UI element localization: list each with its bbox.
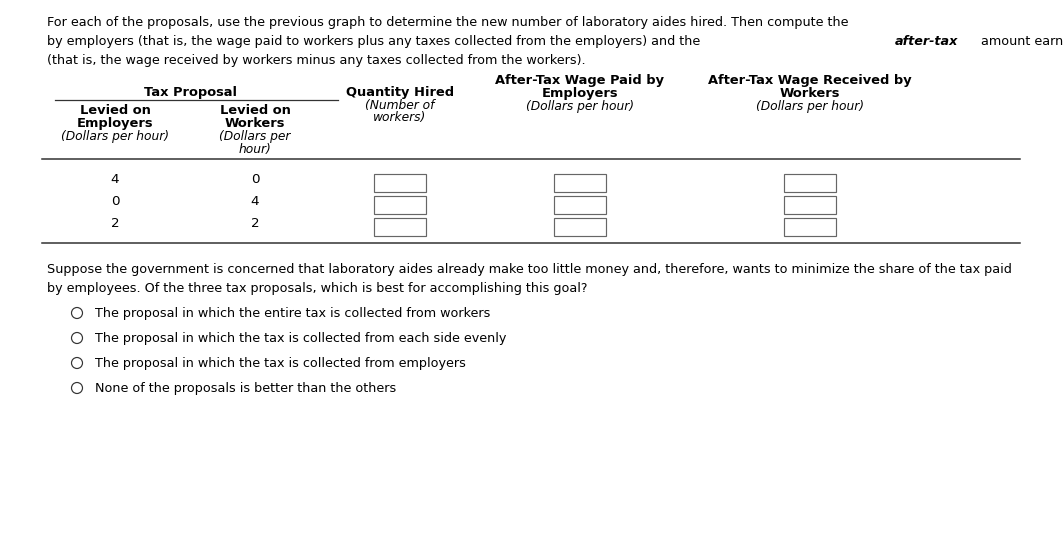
Text: Tax Proposal: Tax Proposal <box>144 86 236 99</box>
Text: Levied on: Levied on <box>220 104 290 117</box>
Text: 0: 0 <box>251 173 259 186</box>
Text: After-Tax Wage Received by: After-Tax Wage Received by <box>708 74 912 87</box>
Bar <box>554 218 606 236</box>
Bar <box>784 196 836 214</box>
Text: Employers: Employers <box>77 117 153 130</box>
Text: Suppose the government is concerned that laboratory aides already make too littl: Suppose the government is concerned that… <box>47 263 1012 276</box>
Text: 4: 4 <box>111 173 119 186</box>
Text: by employees. Of the three tax proposals, which is best for accomplishing this g: by employees. Of the three tax proposals… <box>47 282 588 295</box>
Text: The proposal in which the tax is collected from employers: The proposal in which the tax is collect… <box>95 357 466 370</box>
Text: Employers: Employers <box>542 87 619 100</box>
Text: After-Tax Wage Paid by: After-Tax Wage Paid by <box>495 74 664 87</box>
Bar <box>374 218 426 236</box>
Text: (Number of: (Number of <box>366 99 435 112</box>
Text: 0: 0 <box>111 195 119 208</box>
Text: For each of the proposals, use the previous graph to determine the new number of: For each of the proposals, use the previ… <box>47 16 853 29</box>
Text: Quantity Hired: Quantity Hired <box>345 86 454 99</box>
Text: (Dollars per hour): (Dollars per hour) <box>526 100 634 113</box>
Text: after-tax: after-tax <box>895 35 959 48</box>
Bar <box>784 174 836 192</box>
Text: by employers (that is, the wage paid to workers plus any taxes collected from th: by employers (that is, the wage paid to … <box>47 35 705 48</box>
Bar <box>784 218 836 236</box>
Text: 4: 4 <box>251 195 259 208</box>
Text: 2: 2 <box>251 217 259 230</box>
Bar <box>374 174 426 192</box>
Text: Workers: Workers <box>780 87 840 100</box>
Text: 2: 2 <box>111 217 119 230</box>
Text: (Dollars per hour): (Dollars per hour) <box>61 130 169 143</box>
Bar <box>554 174 606 192</box>
Text: The proposal in which the tax is collected from each side evenly: The proposal in which the tax is collect… <box>95 332 506 345</box>
Text: (Dollars per hour): (Dollars per hour) <box>756 100 864 113</box>
Text: The proposal in which the entire tax is collected from workers: The proposal in which the entire tax is … <box>95 307 490 320</box>
Text: hour): hour) <box>238 143 271 156</box>
Text: None of the proposals is better than the others: None of the proposals is better than the… <box>95 382 396 395</box>
Text: amount earned by laboratory aides: amount earned by laboratory aides <box>977 35 1063 48</box>
Text: (Dollars per: (Dollars per <box>219 130 290 143</box>
Bar <box>374 196 426 214</box>
Text: Workers: Workers <box>224 117 285 130</box>
Text: (that is, the wage received by workers minus any taxes collected from the worker: (that is, the wage received by workers m… <box>47 54 586 67</box>
Text: workers): workers) <box>373 111 426 124</box>
Bar <box>554 196 606 214</box>
Text: Levied on: Levied on <box>80 104 151 117</box>
